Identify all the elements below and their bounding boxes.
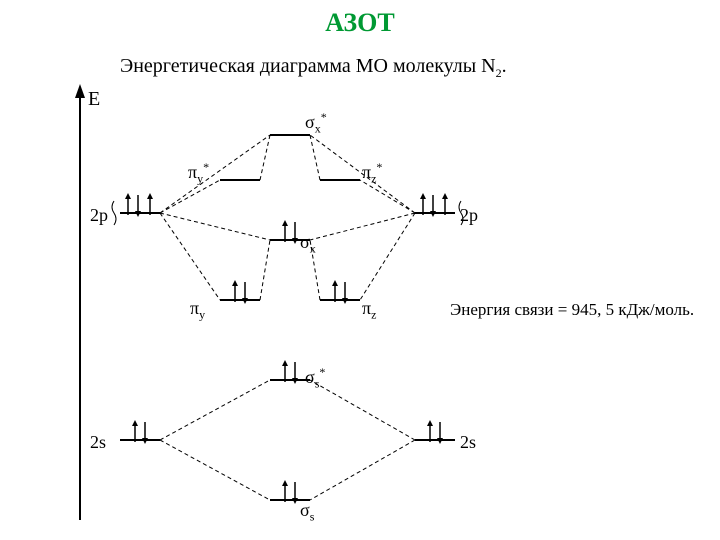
orbital-label: πy* <box>188 160 209 187</box>
subtitle: Энергетическая диаграмма МО молекулы N2. <box>120 55 507 81</box>
orbital-label: σx* <box>305 110 327 137</box>
atomic-label: 2s <box>460 432 476 453</box>
atomic-label: 2p <box>90 205 108 226</box>
bond-energy-text: Энергия связи = 945, 5 кДж/моль. <box>450 300 694 320</box>
orbital-label: σs <box>300 500 314 525</box>
orbital-label: πz* <box>362 160 382 187</box>
orbital-label: σs* <box>305 365 325 392</box>
axis-label-E: E <box>88 88 100 111</box>
title: АЗОТ <box>0 8 720 38</box>
atomic-label: 2p <box>460 205 478 226</box>
orbital-label: πy <box>190 298 205 323</box>
atomic-label: 2s <box>90 432 106 453</box>
orbital-label: πz <box>362 298 376 323</box>
orbital-label: σx <box>300 232 316 257</box>
